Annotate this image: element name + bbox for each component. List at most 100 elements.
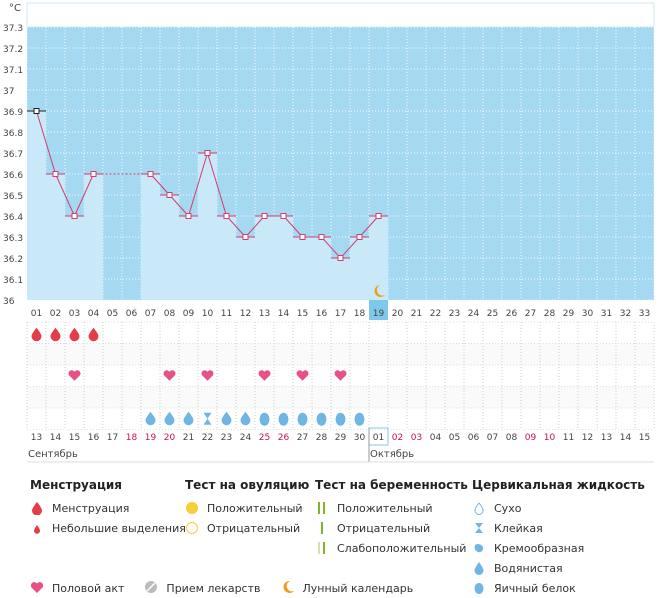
legend-intercourse-label: Половой акт <box>52 582 125 595</box>
month-label: Сентябрь <box>28 449 78 460</box>
date-label: 13 <box>31 433 42 443</box>
legend-menstruation-item: Менструация <box>30 498 186 518</box>
heart-icon <box>30 581 44 597</box>
legend-cervical-eggwhite: Яичный белок <box>472 578 645 598</box>
egg-icon <box>278 412 289 426</box>
menstruation-drop-icon <box>31 327 42 342</box>
plot-top-strip <box>26 2 655 28</box>
legend-pregnancy-positive-label: Положительный <box>337 501 433 515</box>
cycle-day-label: 08 <box>164 309 176 319</box>
date-label: 22 <box>202 433 213 443</box>
date-label: 17 <box>107 433 118 443</box>
cycle-day-label: 26 <box>506 309 518 319</box>
legend-ovulation-title: Тест на овуляцию <box>185 478 310 492</box>
temperature-point <box>90 171 97 177</box>
cycle-day-label: 11 <box>221 309 232 319</box>
date-label: 19 <box>145 433 157 443</box>
legend-cervical-watery: Водянистая <box>472 558 645 578</box>
symptom-row <box>27 343 654 365</box>
cycle-day-label: 10 <box>202 309 214 319</box>
y-tick-label: 36 <box>3 297 15 307</box>
today-marker <box>369 300 388 320</box>
heart-icon <box>258 370 271 381</box>
units-label: °C <box>9 3 21 14</box>
egg-icon <box>335 412 346 426</box>
date-label: 24 <box>240 433 252 443</box>
date-label: 07 <box>487 433 498 443</box>
temperature-line <box>321 236 341 259</box>
legend-pregnancy: Тест на беременность Положительный Отриц… <box>315 478 468 558</box>
date-label: 06 <box>468 433 480 443</box>
temperature-bar <box>293 237 312 300</box>
legend-cervical-title: Цервикальная жидкость <box>472 478 645 492</box>
legend-intercourse: Половой акт <box>30 581 124 597</box>
date-label: 05 <box>449 433 460 443</box>
date-label: 16 <box>88 433 100 443</box>
heart-icon <box>201 370 214 381</box>
water-drop-icon <box>145 411 156 426</box>
date-label: 14 <box>620 433 632 443</box>
y-tick-label: 37.2 <box>3 45 23 55</box>
temperature-bar <box>160 195 179 300</box>
symptom-row <box>27 322 654 344</box>
egg-icon <box>316 412 327 426</box>
date-label: 09 <box>525 433 537 443</box>
date-label: 14 <box>50 433 62 443</box>
date-label: 21 <box>183 433 194 443</box>
hourglass-icon <box>472 521 486 535</box>
temperature-point <box>280 213 287 219</box>
cycle-day-label: 23 <box>449 309 460 319</box>
y-tick-label: 36.9 <box>3 108 23 118</box>
cycle-day-label: 05 <box>107 309 118 319</box>
legend-cervical-sticky-label: Клейкая <box>494 521 543 535</box>
temperature-bar <box>141 174 160 300</box>
legend-spotting-label: Небольшие выделения <box>52 521 186 535</box>
yellow-circle-icon <box>185 501 199 515</box>
temperature-line <box>207 152 227 217</box>
cycle-day-label: 04 <box>88 309 100 319</box>
bbt-chart: °C 37.3 37.2 37.1 37 36.9 36.8 36.7 36.6 36.5 36.… <box>3 2 655 463</box>
temperature-line <box>340 236 360 259</box>
egg-icon <box>259 412 270 426</box>
date-label: 15 <box>639 433 650 443</box>
cycle-day-label: 06 <box>126 309 138 319</box>
legend-pregnancy-positive: Положительный <box>315 498 468 518</box>
temperature-line <box>245 215 265 238</box>
y-tick-label: 36.7 <box>3 150 23 160</box>
date-label: 26 <box>278 433 290 443</box>
temperature-point <box>223 213 230 219</box>
temperature-bar <box>312 237 331 300</box>
temperature-point <box>242 234 249 240</box>
legend-medication-label: Прием лекарств <box>166 582 261 595</box>
y-tick-label: 36.1 <box>3 276 23 286</box>
egg-icon <box>354 412 365 426</box>
legend-lunar: Лунный календарь <box>281 580 413 597</box>
y-tick-label: 36.4 <box>3 213 23 223</box>
date-label: 27 <box>297 433 308 443</box>
legend-pregnancy-title: Тест на беременность <box>315 478 468 492</box>
menstruation-drop-icon <box>69 327 80 342</box>
legend-pregnancy-weak: Слабоположительный <box>315 538 468 558</box>
legend-cervical-sticky: Клейкая <box>472 518 645 538</box>
cycle-day-label: 17 <box>335 309 346 319</box>
temperature-line <box>226 215 246 238</box>
temperature-bar <box>255 216 274 300</box>
cycle-day-label: 14 <box>278 309 290 319</box>
cycle-day-label: 02 <box>50 309 61 319</box>
temperature-bar <box>217 216 236 300</box>
date-label: 01 <box>373 433 384 443</box>
menstruation-drop-icon <box>88 327 99 342</box>
legend-pregnancy-weak-label: Слабоположительный <box>337 541 467 555</box>
temperature-line <box>74 173 94 217</box>
legend-cervical-creamy: Кремообразная <box>472 538 645 558</box>
temperature-point <box>299 234 306 240</box>
date-label: 28 <box>316 433 328 443</box>
legend-menstruation: Менструация Менструация Небольшие выделе… <box>30 478 186 538</box>
month-label: Октябрь <box>370 449 414 460</box>
heart-icon <box>296 370 309 381</box>
heart-icon <box>163 370 176 381</box>
y-tick-label: 36.2 <box>3 255 23 265</box>
temperature-point <box>185 213 192 219</box>
temperature-line <box>283 215 303 238</box>
temperature-bar <box>198 153 217 300</box>
